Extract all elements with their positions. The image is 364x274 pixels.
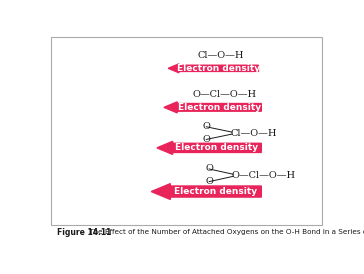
Polygon shape <box>168 64 258 73</box>
Text: O: O <box>202 135 210 144</box>
Polygon shape <box>164 102 261 113</box>
Text: Cl—O—H: Cl—O—H <box>230 129 277 138</box>
Text: O—Cl—O—H: O—Cl—O—H <box>232 171 296 180</box>
Text: Cl—O—H: Cl—O—H <box>197 50 244 59</box>
Text: O: O <box>205 164 213 173</box>
Text: Electron density: Electron density <box>174 187 257 196</box>
Text: O: O <box>202 122 210 131</box>
Text: O: O <box>205 177 213 186</box>
Text: Figure 14.11: Figure 14.11 <box>57 228 111 237</box>
Text: Electron density: Electron density <box>177 64 260 73</box>
Text: Electron density: Electron density <box>178 103 261 112</box>
Text: The Effect of the Number of Attached Oxygens on the O-H Bond in a Series of of C: The Effect of the Number of Attached Oxy… <box>87 229 364 235</box>
Polygon shape <box>157 141 261 155</box>
Text: Electron density: Electron density <box>175 143 258 152</box>
Polygon shape <box>151 184 261 199</box>
Text: O—Cl—O—H: O—Cl—O—H <box>193 90 257 99</box>
